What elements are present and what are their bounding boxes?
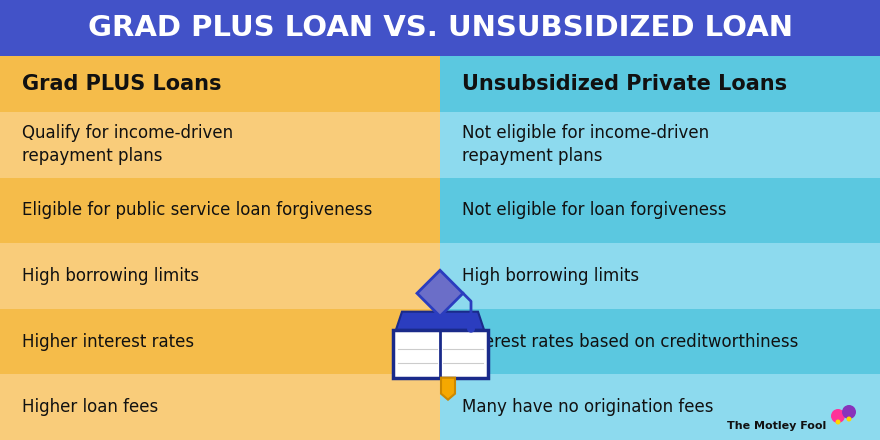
Text: Higher loan fees: Higher loan fees xyxy=(22,398,158,416)
Text: Many have no origination fees: Many have no origination fees xyxy=(462,398,714,416)
FancyBboxPatch shape xyxy=(0,243,440,309)
Circle shape xyxy=(835,419,840,425)
FancyBboxPatch shape xyxy=(440,56,880,112)
Polygon shape xyxy=(396,312,484,330)
FancyBboxPatch shape xyxy=(392,330,488,378)
Text: Eligible for public service loan forgiveness: Eligible for public service loan forgive… xyxy=(22,202,372,220)
Text: Qualify for income-driven
repayment plans: Qualify for income-driven repayment plan… xyxy=(22,125,233,165)
FancyBboxPatch shape xyxy=(0,309,440,374)
FancyBboxPatch shape xyxy=(0,0,880,56)
FancyBboxPatch shape xyxy=(440,178,880,243)
Text: High borrowing limits: High borrowing limits xyxy=(22,267,199,285)
Text: Interest rates based on creditworthiness: Interest rates based on creditworthiness xyxy=(462,333,798,351)
Text: Not eligible for income-driven
repayment plans: Not eligible for income-driven repayment… xyxy=(462,125,709,165)
FancyBboxPatch shape xyxy=(440,309,880,374)
Circle shape xyxy=(467,325,475,333)
FancyBboxPatch shape xyxy=(0,56,440,112)
Text: The Motley Fool: The Motley Fool xyxy=(727,421,826,431)
Text: GRAD PLUS LOAN VS. UNSUBSIDIZED LOAN: GRAD PLUS LOAN VS. UNSUBSIDIZED LOAN xyxy=(87,14,793,42)
Circle shape xyxy=(831,409,845,423)
Circle shape xyxy=(842,405,856,419)
Text: Grad PLUS Loans: Grad PLUS Loans xyxy=(22,74,222,94)
FancyBboxPatch shape xyxy=(440,243,880,309)
Text: High borrowing limits: High borrowing limits xyxy=(462,267,639,285)
Circle shape xyxy=(847,417,852,422)
FancyBboxPatch shape xyxy=(0,374,440,440)
Text: Not eligible for loan forgiveness: Not eligible for loan forgiveness xyxy=(462,202,727,220)
FancyBboxPatch shape xyxy=(0,178,440,243)
Polygon shape xyxy=(441,378,455,400)
Text: Higher interest rates: Higher interest rates xyxy=(22,333,194,351)
FancyBboxPatch shape xyxy=(440,112,880,178)
FancyBboxPatch shape xyxy=(0,112,440,178)
Polygon shape xyxy=(417,270,463,316)
FancyBboxPatch shape xyxy=(440,374,880,440)
Text: Unsubsidized Private Loans: Unsubsidized Private Loans xyxy=(462,74,787,94)
